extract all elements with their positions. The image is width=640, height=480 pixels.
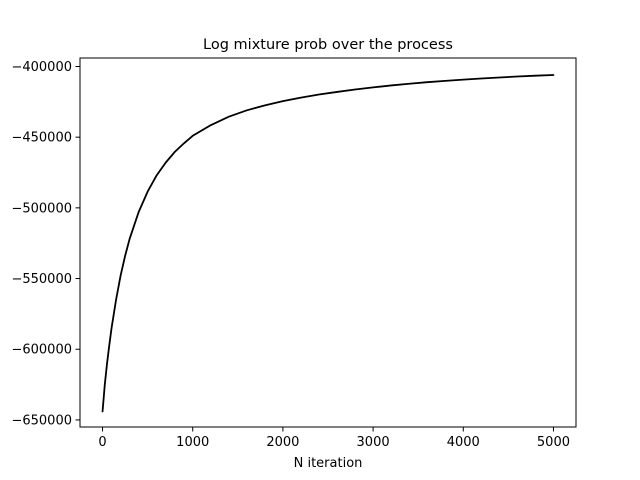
x-tick-label: 1000 bbox=[176, 435, 209, 450]
x-tick-label: 0 bbox=[98, 435, 106, 450]
chart-title: Log mixture prob over the process bbox=[203, 37, 453, 53]
y-tick-label: −400000 bbox=[11, 60, 72, 75]
x-tick-label: 2000 bbox=[266, 435, 299, 450]
x-tick-label: 5000 bbox=[537, 435, 570, 450]
plot-frame bbox=[79, 57, 577, 428]
y-tick-label: −550000 bbox=[11, 272, 72, 287]
x-tick-label: 4000 bbox=[447, 435, 480, 450]
y-tick-label: −650000 bbox=[11, 413, 72, 428]
y-tick-label: −500000 bbox=[11, 201, 72, 216]
y-tick-label: −450000 bbox=[11, 131, 72, 146]
x-tick-label: 3000 bbox=[357, 435, 390, 450]
x-axis-label: N iteration bbox=[294, 456, 363, 471]
plot-area: 0 1000 2000 3000 4000 5000 −650000 −600000 −5500… bbox=[11, 57, 577, 450]
series-line-0 bbox=[101, 74, 555, 413]
y-tick-label: −600000 bbox=[11, 343, 72, 358]
